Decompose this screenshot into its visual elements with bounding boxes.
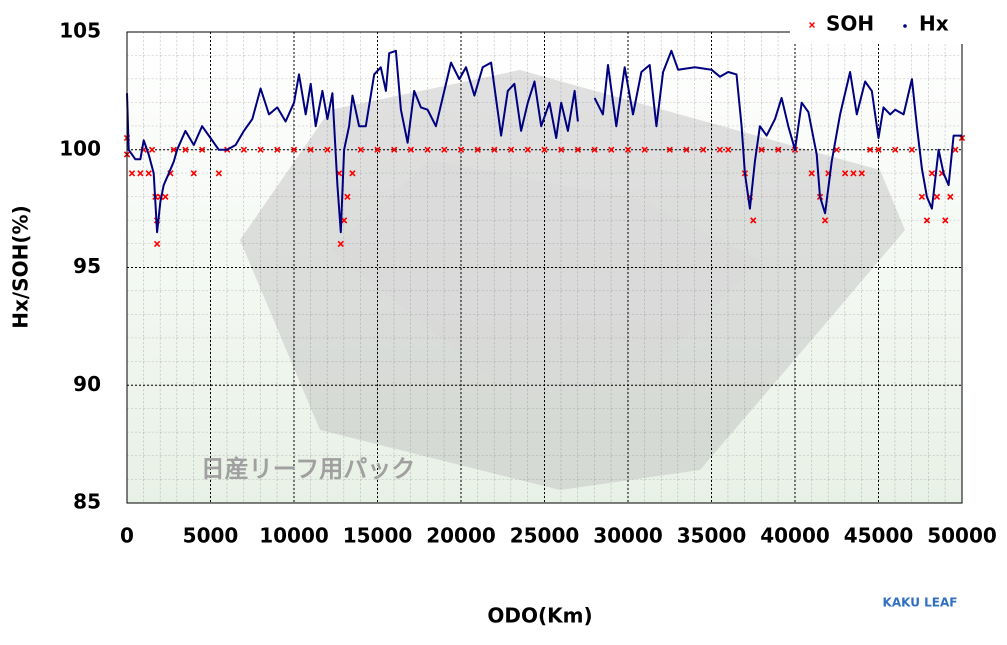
soh-point [198, 146, 206, 153]
soh-point [274, 146, 281, 153]
soh-point [507, 146, 515, 153]
soh-point [892, 146, 899, 153]
soh-point [162, 193, 169, 201]
soh-point [928, 170, 936, 177]
y-axis-label: Hx/SOH(%) [9, 205, 33, 328]
y-tick-label: 100 [59, 136, 101, 160]
x-tick-label: 50000 [927, 524, 997, 548]
soh-point [424, 146, 431, 153]
y-tick-label: 85 [73, 490, 101, 514]
soh-point [170, 146, 177, 153]
soh-point [850, 170, 857, 177]
x-axis-label: ODO(Km) [487, 604, 592, 628]
soh-point [699, 146, 707, 153]
soh-point [641, 146, 648, 153]
soh-point [441, 146, 448, 153]
x-tick-label: 15000 [343, 524, 413, 548]
soh-point [349, 170, 356, 177]
x-tick-label: 25000 [510, 524, 580, 548]
soh-point [558, 146, 565, 153]
x-tick-label: 30000 [593, 524, 663, 548]
soh-point [725, 146, 732, 153]
x-tick-label: 5000 [183, 524, 239, 548]
soh-point [137, 170, 144, 177]
soh-point [337, 240, 344, 248]
soh-point [324, 146, 331, 153]
y-tick-label: 90 [73, 372, 101, 396]
soh-point [933, 193, 941, 201]
legend-label: Hx [919, 12, 949, 36]
soh-point [624, 146, 632, 153]
soh-point [666, 146, 673, 153]
legend-marker [809, 22, 815, 28]
soh-point [190, 170, 197, 177]
y-tick-label: 105 [59, 19, 101, 43]
soh-point [683, 146, 690, 153]
soh-point [541, 146, 548, 153]
soh-point [750, 217, 757, 224]
credit: KAKU LEAF [883, 596, 958, 610]
soh-point [947, 193, 954, 201]
soh-point [182, 146, 189, 153]
legend-label: SOH [826, 12, 874, 36]
x-tick-label: 20000 [426, 524, 496, 548]
soh-point [290, 146, 298, 153]
soh-point [215, 170, 223, 177]
soh-point [608, 146, 615, 153]
soh-point [524, 146, 531, 153]
x-tick-label: 35000 [677, 524, 747, 548]
soh-point [918, 193, 926, 201]
hx-line [126, 49, 962, 234]
soh-point [866, 146, 874, 153]
soh-point [952, 146, 959, 153]
soh-point [491, 146, 498, 153]
x-tick-label: 40000 [760, 524, 830, 548]
soh-point [153, 240, 161, 248]
soh-point [758, 146, 765, 153]
legend-box [790, 6, 1002, 44]
soh-point [457, 146, 465, 153]
plot-border [126, 31, 963, 504]
soh-point [716, 146, 724, 153]
soh-point [808, 170, 815, 177]
soh-point [942, 217, 949, 224]
soh-point [775, 146, 782, 153]
soh-point [841, 170, 849, 177]
soh-point [574, 146, 582, 153]
x-tick-label: 45000 [844, 524, 914, 548]
soh-point [875, 146, 882, 153]
soh-point [344, 193, 351, 201]
soh-point [128, 170, 136, 177]
soh-point [257, 146, 264, 153]
soh-point [374, 146, 381, 153]
legend-marker [903, 24, 907, 28]
soh-point [407, 146, 415, 153]
y-tick-label: 95 [73, 254, 101, 278]
soh-point [148, 146, 156, 153]
x-tick-label: 0 [120, 524, 134, 548]
soh-point [908, 146, 916, 153]
soh-point [474, 146, 481, 153]
soh-point [307, 146, 314, 153]
soh-point [821, 217, 829, 224]
soh-point [340, 217, 348, 224]
soh-point [391, 146, 398, 153]
soh-point [357, 146, 364, 153]
soh-point [591, 146, 598, 153]
soh-point [240, 146, 248, 153]
soh-point [923, 217, 931, 224]
soh-point [145, 170, 152, 177]
soh-point [858, 170, 865, 177]
annotation: 日産リーフ用パック [201, 455, 416, 483]
x-tick-label: 10000 [259, 524, 329, 548]
